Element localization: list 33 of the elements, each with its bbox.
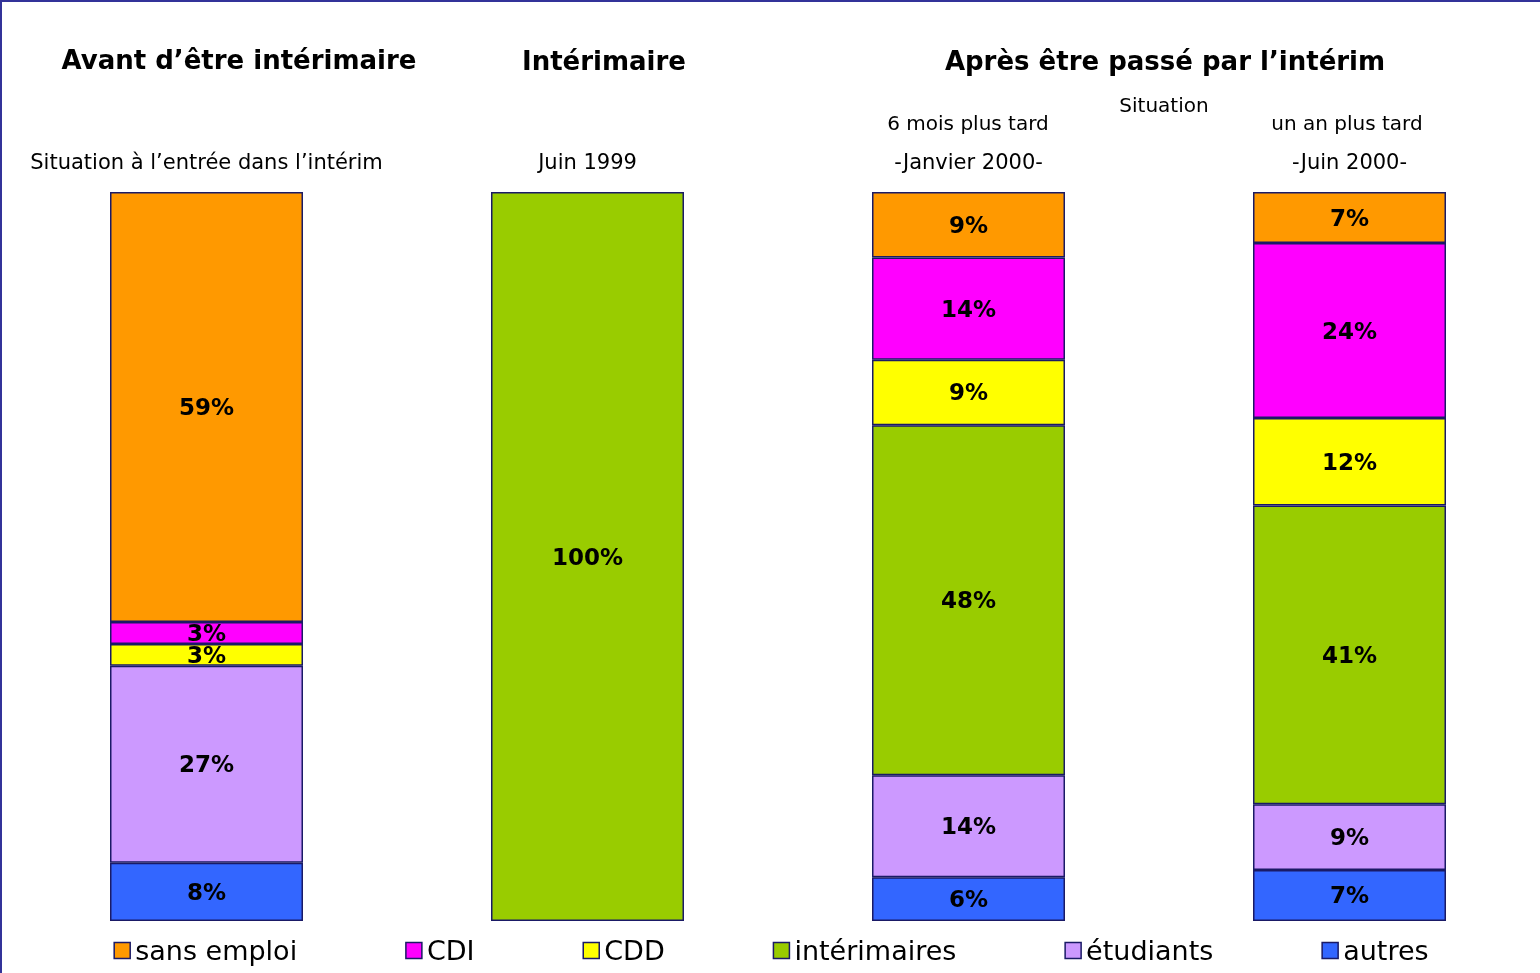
text: un an plus tard [1271, 111, 1423, 135]
x-tick-label: Juin 1999 [536, 149, 637, 174]
text: Avant d’être intérimaire [61, 45, 417, 75]
legend-label: autres [1343, 935, 1429, 966]
data-label: 27% [178, 751, 235, 778]
text: Situation [1119, 93, 1209, 117]
data-label: 12% [1321, 448, 1378, 475]
text: Intérimaire [522, 46, 686, 76]
data-label: 8% [186, 878, 227, 905]
legend-label: sans emploi [135, 935, 298, 966]
legend-label: étudiants [1086, 935, 1214, 966]
data-label: 100% [551, 543, 624, 570]
data-label: 24% [1321, 317, 1378, 344]
data-label: 41% [1321, 641, 1378, 668]
legend-label: intérimaires [794, 935, 957, 966]
bar [491, 192, 684, 921]
x-tick-label: -Janvier 2000- [894, 149, 1043, 174]
x-tick-label: -Juin 2000- [1291, 149, 1408, 174]
text: 6 mois plus tard [887, 111, 1049, 135]
legend-label: CDD [604, 935, 665, 966]
data-label: 14% [940, 295, 997, 322]
data-label: 9% [948, 211, 989, 238]
data-label: 6% [948, 886, 989, 913]
text: Après être passé par l’intérim [944, 46, 1386, 76]
legend-label: CDI [426, 935, 475, 966]
data-label: 14% [940, 813, 997, 840]
data-label: 9% [948, 379, 989, 406]
data-label: 48% [940, 587, 997, 614]
data-label: 9% [1329, 824, 1370, 851]
data-label: 7% [1329, 882, 1370, 909]
data-label: 59% [178, 394, 235, 421]
x-tick-label: Situation à l’entrée dans l’intérim [30, 149, 383, 174]
data-label: 7% [1329, 204, 1370, 231]
